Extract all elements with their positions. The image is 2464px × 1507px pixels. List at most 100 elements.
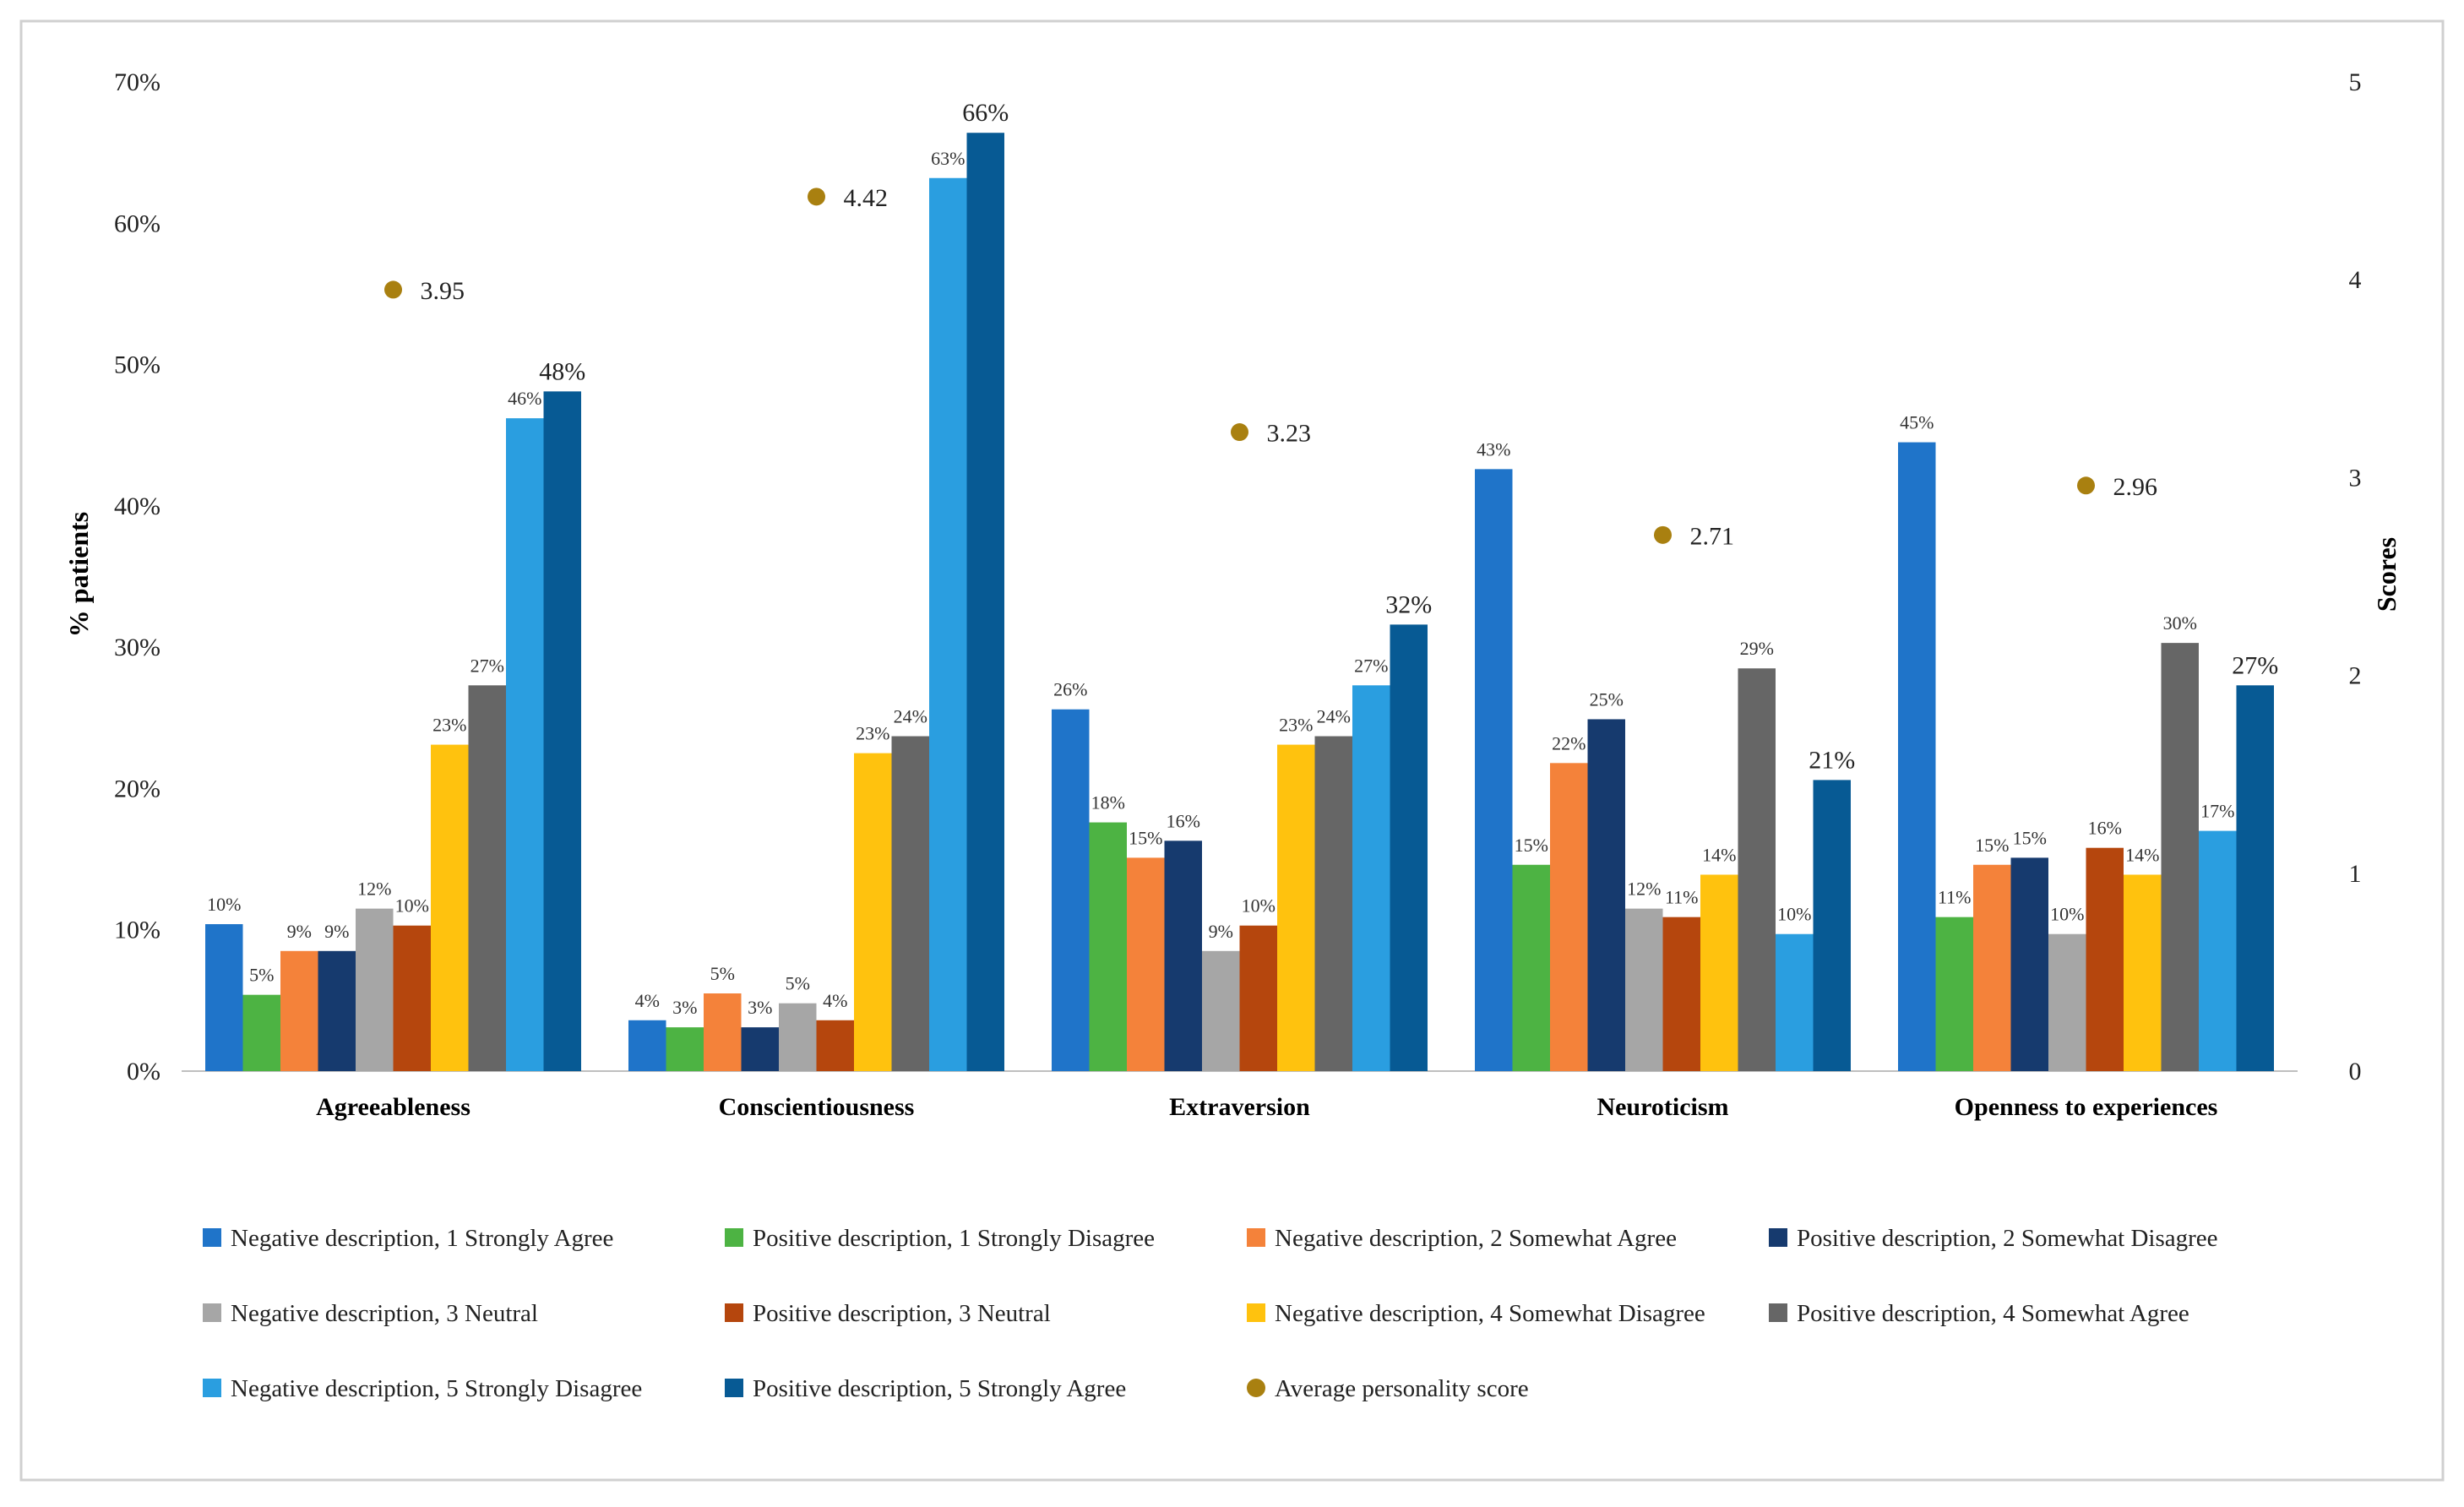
bar bbox=[2086, 847, 2124, 1071]
legend-swatch bbox=[725, 1228, 743, 1247]
bar bbox=[816, 1020, 854, 1071]
bar-labels-layer: 10%5%9% 9%12%10%23%27%46%48%4% 3%5%3%5%4%2… bbox=[207, 99, 2278, 1018]
bar-data-label: 29% bbox=[1740, 638, 1774, 659]
bar-data-label: 23% bbox=[432, 715, 466, 736]
y-tick-label: 10% bbox=[114, 917, 160, 944]
bar bbox=[2199, 830, 2237, 1071]
y2-tick-label: 1 bbox=[2349, 860, 2362, 888]
y2-tick-label: 0 bbox=[2349, 1058, 2362, 1085]
legend-label: Negative description, 4 Somewhat Disagre… bbox=[1275, 1300, 1705, 1327]
y2-tick-label: 2 bbox=[2349, 662, 2362, 690]
y-tick-label: 60% bbox=[114, 209, 160, 237]
y-tick-label: 40% bbox=[114, 492, 160, 520]
legend-label: Average personality score bbox=[1275, 1375, 1529, 1402]
bar bbox=[1550, 763, 1588, 1071]
y2-tick-label: 5 bbox=[2349, 68, 2362, 96]
x-category-label: Agreeableness bbox=[316, 1093, 470, 1121]
bar bbox=[280, 950, 318, 1071]
average-score-point bbox=[384, 280, 402, 299]
bar-data-label: 4% bbox=[823, 990, 847, 1011]
average-score-label: 2.71 bbox=[1690, 522, 1735, 550]
bar-data-label: 23% bbox=[1279, 715, 1313, 736]
chart-frame bbox=[19, 19, 2445, 1482]
bar bbox=[1935, 917, 1973, 1071]
bar-data-label: 46% bbox=[508, 388, 541, 409]
legend-swatch bbox=[725, 1379, 743, 1397]
bar bbox=[2236, 685, 2274, 1071]
legend-swatch bbox=[725, 1303, 743, 1322]
y-axis-title: % patients bbox=[63, 512, 94, 637]
bar-data-label: 14% bbox=[2125, 844, 2159, 865]
bar-data-label: 27% bbox=[2232, 651, 2278, 679]
bar bbox=[704, 993, 742, 1071]
bar bbox=[2010, 857, 2048, 1071]
bar bbox=[966, 133, 1004, 1071]
legend-label: Negative description, 3 Neutral bbox=[231, 1300, 538, 1327]
bar-data-label: 15% bbox=[1129, 827, 1162, 848]
legend: Negative description, 1 Strongly Agree Po… bbox=[203, 1225, 2218, 1402]
bar bbox=[741, 1027, 779, 1071]
bar bbox=[929, 177, 967, 1072]
y2-axis-title: Scores bbox=[2371, 537, 2401, 612]
bar-data-label: 10% bbox=[1777, 904, 1811, 925]
legend-label: Positive description, 1 Strongly Disagre… bbox=[753, 1225, 1155, 1252]
bar-data-label: 15% bbox=[1975, 835, 2009, 856]
bar-data-label: 16% bbox=[1167, 810, 1200, 831]
x-category-label: Conscientiousness bbox=[719, 1093, 915, 1121]
bar-data-label: 16% bbox=[2088, 818, 2122, 839]
legend-label: Negative description, 1 Strongly Agree bbox=[231, 1225, 613, 1252]
legend-label: Positive description, 2 Somewhat Disagre… bbox=[1797, 1225, 2218, 1252]
bar bbox=[1738, 668, 1776, 1071]
bar bbox=[666, 1027, 704, 1071]
bar-data-label: 32% bbox=[1385, 590, 1432, 618]
legend-swatch bbox=[1769, 1228, 1787, 1247]
bar bbox=[1662, 917, 1700, 1071]
bar bbox=[628, 1020, 666, 1071]
bar-data-label: 10% bbox=[1242, 895, 1276, 917]
bar bbox=[1898, 442, 1936, 1071]
y2-tick-label: 4 bbox=[2349, 266, 2362, 294]
legend-swatch bbox=[1247, 1303, 1265, 1322]
bar-data-label: 10% bbox=[207, 894, 241, 915]
bar-data-label: 17% bbox=[2200, 801, 2234, 822]
bar-data-label: 5% bbox=[710, 963, 735, 984]
bar-data-label: 26% bbox=[1053, 679, 1087, 700]
bar bbox=[205, 924, 243, 1071]
bar bbox=[1700, 874, 1738, 1071]
y2-tick-label: 3 bbox=[2349, 464, 2362, 492]
bar bbox=[1052, 709, 1090, 1071]
legend-swatch bbox=[1247, 1228, 1265, 1247]
legend-swatch bbox=[203, 1228, 221, 1247]
x-category-label: Extraversion bbox=[1169, 1093, 1310, 1121]
bar bbox=[506, 418, 544, 1071]
bar-data-label: 3% bbox=[672, 997, 697, 1018]
bar-data-label: 14% bbox=[1702, 844, 1736, 865]
bar-data-label: 24% bbox=[894, 706, 927, 727]
bar-data-label: 9% bbox=[324, 921, 349, 942]
bar-data-label: 24% bbox=[1317, 706, 1351, 727]
bar bbox=[1625, 908, 1663, 1071]
bar bbox=[1202, 950, 1240, 1071]
bar-data-label: 66% bbox=[962, 99, 1009, 127]
bar bbox=[2048, 933, 2086, 1071]
legend-label: Negative description, 2 Somewhat Agree bbox=[1275, 1225, 1677, 1252]
y-tick-label: 0% bbox=[127, 1058, 160, 1085]
legend-swatch bbox=[1769, 1303, 1787, 1322]
bar bbox=[242, 994, 280, 1071]
bar bbox=[1587, 719, 1625, 1071]
bar-data-label: 15% bbox=[1515, 835, 1548, 856]
x-category-label: Neuroticism bbox=[1596, 1093, 1728, 1121]
bar bbox=[1813, 780, 1851, 1071]
average-score-point bbox=[1654, 525, 1672, 544]
average-score-point bbox=[2077, 476, 2095, 495]
bar bbox=[1127, 857, 1165, 1071]
bar bbox=[468, 685, 506, 1071]
legend-label: Positive description, 4 Somewhat Agree bbox=[1797, 1300, 2189, 1327]
legend-label: Positive description, 3 Neutral bbox=[753, 1300, 1051, 1327]
bar-data-label: 10% bbox=[2050, 904, 2084, 925]
bar bbox=[318, 950, 356, 1071]
y-tick-label: 20% bbox=[114, 775, 160, 802]
average-score-label: 3.95 bbox=[421, 277, 465, 305]
